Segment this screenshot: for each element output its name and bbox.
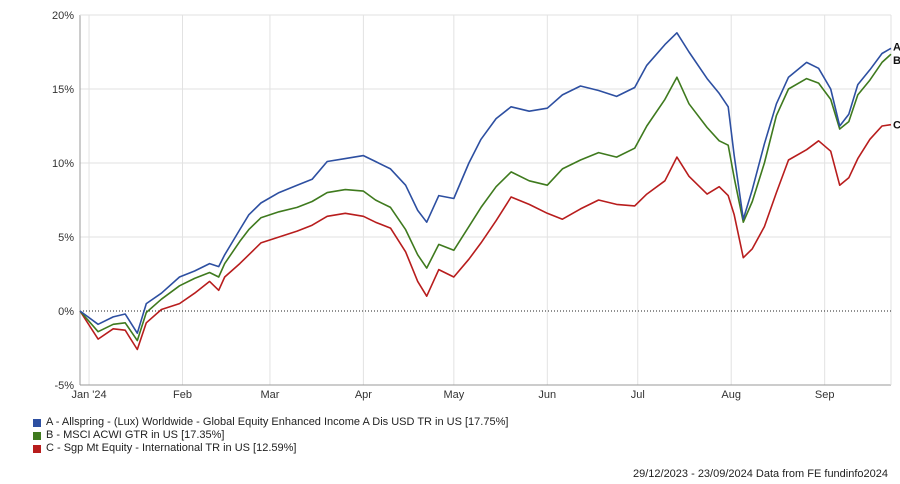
x-tick-label: Sep [815,389,835,401]
legend-item-c: C - Sgp Mt Equity - International TR in … [33,442,508,455]
legend-swatch-c [33,444,41,453]
x-tick-label: Aug [721,389,741,401]
x-tick-label: Jun [538,389,556,401]
legend-label-b: B - MSCI ACWI GTR in US [17.35%] [46,429,225,441]
line-chart: -5% 0% 5% 10% 15% 20% Jan '24 Feb Mar Apr May Jun Ju… [52,10,900,401]
legend: A - Allspring - (Lux) Worldwide - Global… [33,416,508,455]
x-tick-label: May [443,389,464,401]
x-tick-label: Jul [631,389,645,401]
legend-item-a: A - Allspring - (Lux) Worldwide - Global… [33,416,508,429]
x-tick-label: Feb [173,389,192,401]
legend-item-b: B - MSCI ACWI GTR in US [17.35%] [33,429,508,442]
axes: -5% 0% 5% 10% 15% 20% Jan '24 Feb Mar Apr May Jun Ju… [52,10,892,401]
y-tick-label: -5% [54,380,74,392]
end-label-c: C [893,120,900,132]
legend-label-c: C - Sgp Mt Equity - International TR in … [46,442,297,454]
series-end-labels: AB C [893,41,900,131]
series-line-a [79,31,892,335]
series-line-c [79,123,892,351]
data-source-footer: 29/12/2023 - 23/09/2024 Data from FE fun… [632,468,888,480]
y-tick-label: 20% [52,10,74,22]
y-tick-label: 10% [52,158,74,170]
legend-swatch-a [33,418,41,427]
series-lines [79,31,892,351]
x-tick-label: Jan '24 [71,389,106,401]
y-tick-label: 5% [58,232,74,244]
x-tick-label: Apr [355,389,372,401]
legend-label-a: A - Allspring - (Lux) Worldwide - Global… [46,416,509,428]
end-label-a: A [893,41,900,53]
end-label-b: B [893,55,900,67]
legend-swatch-b [33,431,41,440]
y-tick-label: 0% [58,306,74,318]
x-tick-label: Mar [260,389,279,401]
y-tick-label: 15% [52,84,74,96]
series-line-b [79,53,892,342]
